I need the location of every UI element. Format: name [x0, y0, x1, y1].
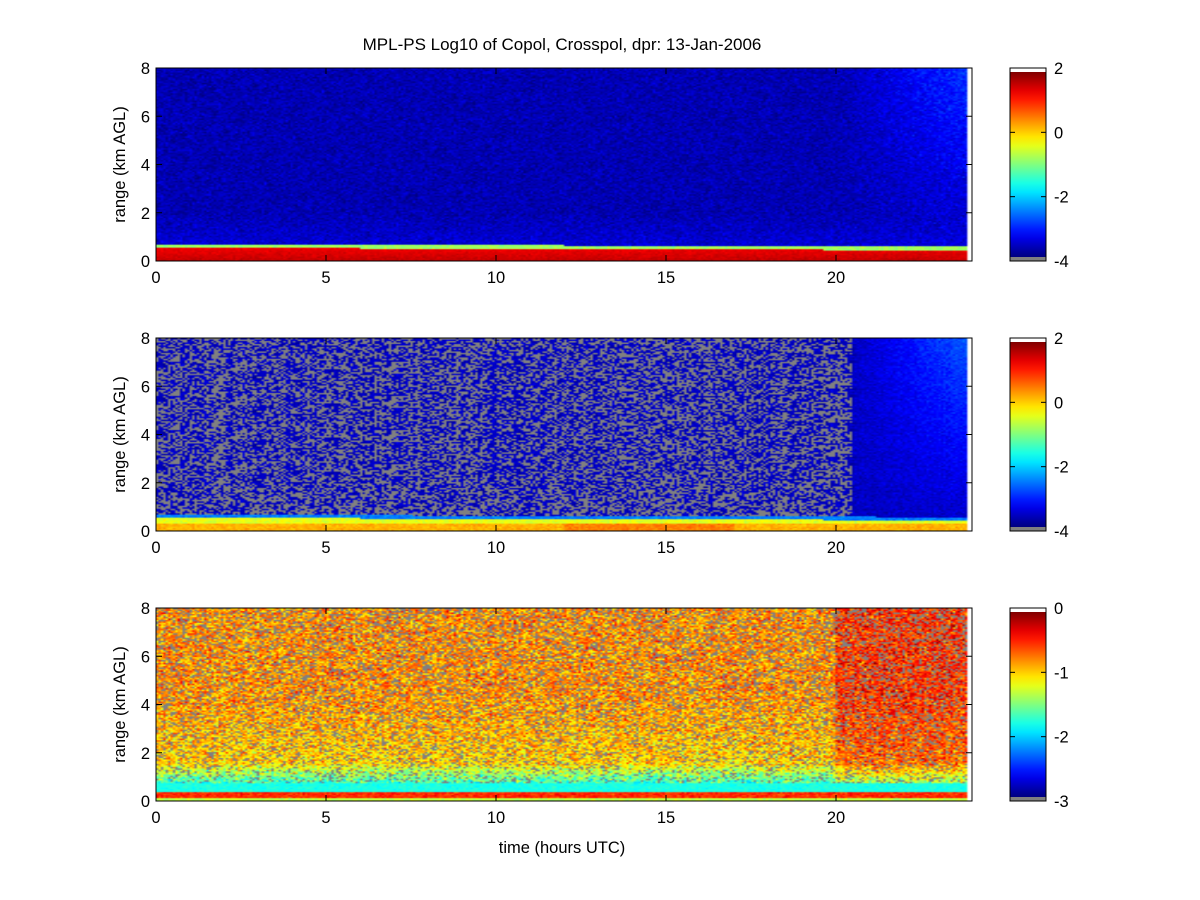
y-tick-label: 2	[141, 205, 150, 223]
colorbar-tick-label: -4	[1054, 253, 1069, 271]
y-axis-label: range (km AGL)	[111, 106, 129, 222]
colorbar-tick-label: 2	[1054, 330, 1063, 348]
colorbar-tick-label: -1	[1054, 664, 1069, 682]
colorbar-missing-swatch	[1010, 257, 1046, 261]
y-tick-label: 8	[141, 60, 150, 78]
y-tick-label: 0	[141, 793, 150, 811]
y-axis-label: range (km AGL)	[111, 646, 129, 762]
x-tick-label: 15	[657, 809, 675, 827]
y-tick-label: 6	[141, 648, 150, 666]
colorbar-tick-label: 0	[1054, 600, 1063, 618]
x-tick-label: 0	[151, 539, 160, 557]
y-tick-label: 4	[141, 697, 150, 715]
x-tick-label: 20	[827, 809, 845, 827]
x-tick-label: 5	[321, 809, 330, 827]
colorbar-dpr	[1010, 612, 1046, 797]
x-tick-label: 10	[487, 809, 505, 827]
x-tick-label: 5	[321, 539, 330, 557]
y-tick-label: 8	[141, 600, 150, 618]
y-tick-label: 8	[141, 330, 150, 348]
y-tick-label: 0	[141, 253, 150, 271]
colorbar-tick-label: -2	[1054, 459, 1069, 477]
x-tick-label: 10	[487, 539, 505, 557]
colorbar-tick-label: -2	[1054, 729, 1069, 747]
colorbar-cap	[1010, 608, 1046, 612]
chart-title: MPL-PS Log10 of Copol, Crosspol, dpr: 13…	[363, 35, 762, 54]
heatmap-dpr	[156, 608, 972, 801]
y-tick-label: 0	[141, 523, 150, 541]
colorbar-cap	[1010, 338, 1046, 342]
x-tick-label: 15	[657, 539, 675, 557]
colorbar-tick-label: 2	[1054, 60, 1063, 78]
colorbar-tick-label: 0	[1054, 394, 1063, 412]
x-tick-label: 10	[487, 269, 505, 287]
colorbar-tick-label: -3	[1054, 793, 1069, 811]
colorbar-missing-swatch	[1010, 797, 1046, 801]
y-tick-label: 6	[141, 108, 150, 126]
colorbar-tick-label: 0	[1054, 124, 1063, 142]
colorbar-frame	[1009, 607, 1047, 802]
y-tick-label: 2	[141, 745, 150, 763]
x-tick-label: 15	[657, 269, 675, 287]
colorbar-tick-label: -2	[1054, 189, 1069, 207]
y-tick-label: 4	[141, 157, 150, 175]
panel-dpr: 0 5 10 15 20 0 2 4 6 8 range (km AGL) -3 -2 -1 0	[111, 600, 1069, 827]
heatmap-crosspol	[156, 338, 972, 531]
x-tick-label: 0	[151, 809, 160, 827]
panel-copol: 0 5 10 15 20 0 2 4 6 8 range (km AGL) -4 -2 0 2	[111, 60, 1069, 287]
y-tick-label: 2	[141, 475, 150, 493]
x-tick-label: 0	[151, 269, 160, 287]
y-tick-label: 4	[141, 427, 150, 445]
colorbar-frame	[1009, 67, 1047, 262]
colorbar-missing-swatch	[1010, 527, 1046, 531]
x-tick-label: 5	[321, 269, 330, 287]
y-axis-label: range (km AGL)	[111, 376, 129, 492]
heatmap-copol	[156, 68, 972, 261]
colorbar-frame	[1009, 337, 1047, 532]
colorbar-tick-label: -4	[1054, 523, 1069, 541]
x-axis-label: time (hours UTC)	[499, 839, 626, 857]
x-tick-label: 20	[827, 269, 845, 287]
y-tick-label: 6	[141, 378, 150, 396]
x-tick-label: 20	[827, 539, 845, 557]
colorbar-copol	[1010, 72, 1046, 257]
panel-crosspol: 0 5 10 15 20 0 2 4 6 8 range (km AGL) -4 -2 0 2	[111, 330, 1069, 557]
colorbar-crosspol	[1010, 342, 1046, 527]
colorbar-cap	[1010, 68, 1046, 72]
